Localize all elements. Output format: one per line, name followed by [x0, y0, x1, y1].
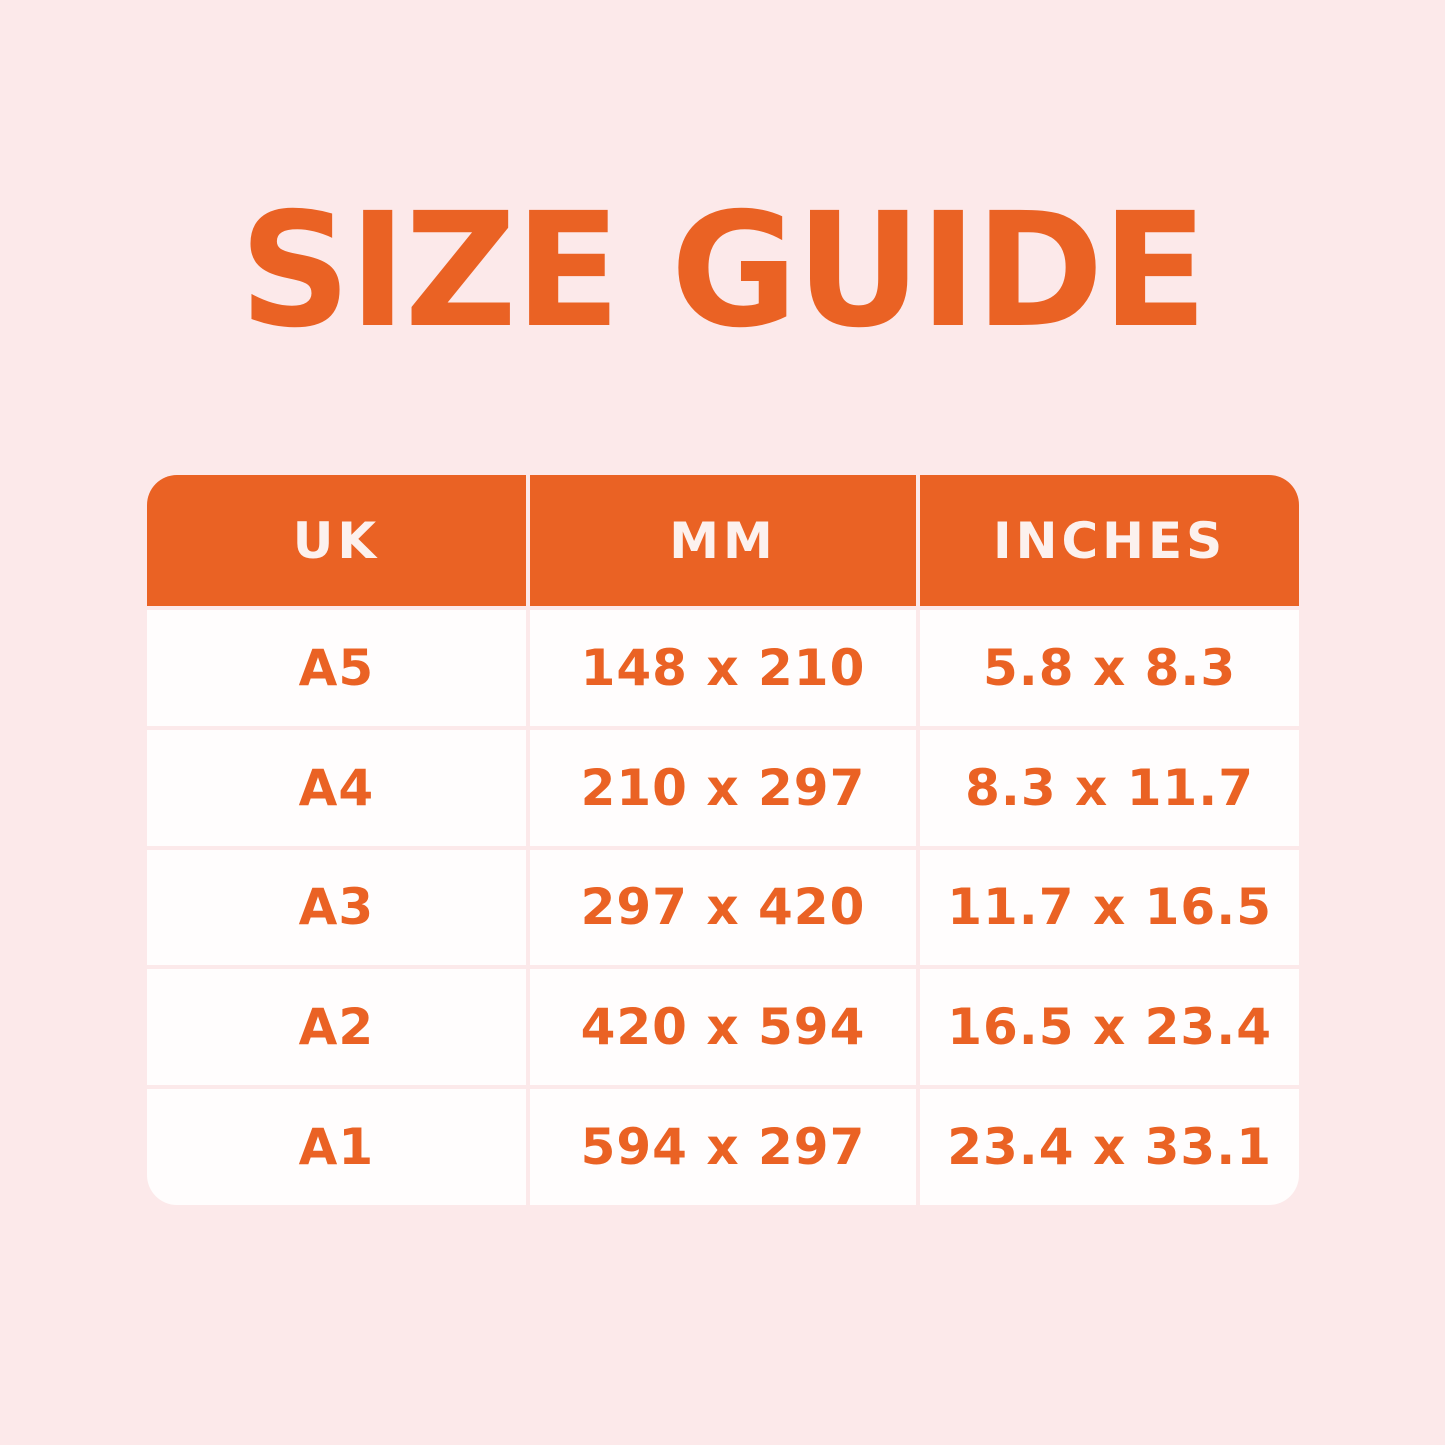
table-cell-inches: 23.4 x 33.1 [920, 1089, 1299, 1205]
table-cell-uk: A1 [147, 1089, 526, 1205]
table-cell-uk: A4 [147, 729, 526, 846]
table-cell-mm: 420 x 594 [529, 969, 917, 1086]
table-cell-inches: 16.5 x 23.4 [920, 969, 1299, 1086]
table-cell-uk: A5 [147, 610, 526, 726]
column-header-uk: UK [147, 475, 526, 606]
table-cell-uk: A2 [147, 969, 526, 1086]
table-cell-mm: 148 x 210 [529, 610, 917, 726]
table-cell-uk: A3 [147, 849, 526, 966]
size-guide-table: UK MM INCHES A5 148 x 210 5.8 x 8.3 A4 2… [147, 475, 1299, 1205]
column-header-inches: INCHES [920, 475, 1299, 606]
page-title: SIZE GUIDE [239, 179, 1207, 363]
table-cell-mm: 297 x 420 [529, 849, 917, 966]
table-cell-mm: 210 x 297 [529, 729, 917, 846]
table-cell-mm: 594 x 297 [529, 1089, 917, 1205]
table-cell-inches: 11.7 x 16.5 [920, 849, 1299, 966]
column-header-mm: MM [529, 475, 917, 606]
table-cell-inches: 8.3 x 11.7 [920, 729, 1299, 846]
table-cell-inches: 5.8 x 8.3 [920, 610, 1299, 726]
